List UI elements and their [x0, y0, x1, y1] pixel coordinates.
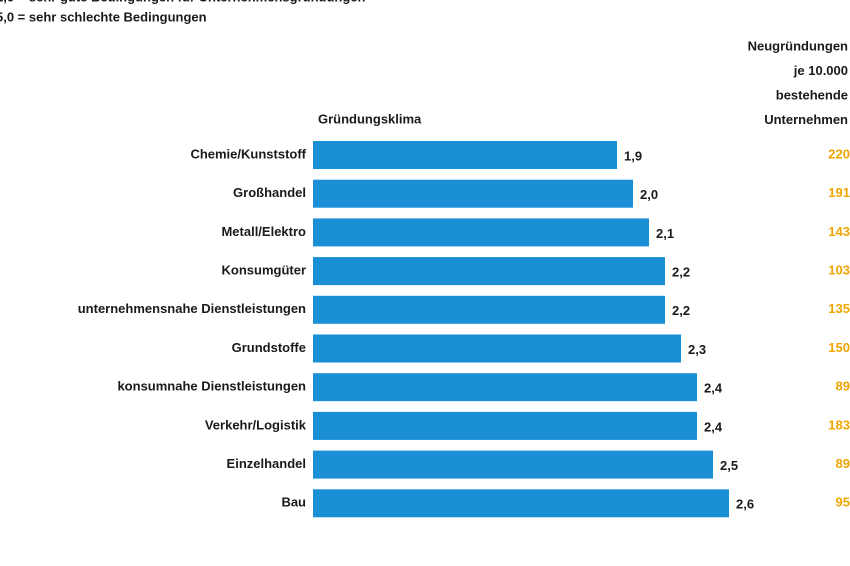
bar: [313, 411, 697, 440]
category-label: Metall/Elektro: [221, 224, 306, 239]
secondary-value: 89: [836, 456, 850, 471]
bar: [313, 257, 665, 286]
secondary-value: 183: [828, 417, 850, 432]
value-label: 2,2: [672, 265, 690, 280]
subtitle: 1,0 = sehr gute Bedingungen für Unterneh…: [0, 0, 366, 4]
secondary-value: 191: [828, 185, 850, 200]
secondary-value: 220: [828, 146, 850, 161]
secondary-value: 95: [836, 495, 850, 510]
bar: [313, 295, 665, 324]
column-header: Unternehmen: [764, 112, 848, 127]
value-label: 2,4: [704, 381, 723, 396]
column-header: Neugründungen: [748, 38, 848, 53]
secondary-value: 150: [828, 340, 850, 355]
bar: [313, 334, 681, 363]
bar: [313, 489, 729, 518]
value-label: 2,5: [720, 458, 738, 473]
category-label: konsumnahe Dienstleistungen: [117, 379, 306, 394]
subtitle: 5,0 = sehr schlechte Bedingungen: [0, 9, 207, 24]
value-label: 2,2: [672, 303, 690, 318]
bar: [313, 179, 633, 208]
column-header: je 10.000: [793, 63, 848, 78]
category-label: Großhandel: [233, 185, 306, 200]
secondary-value: 103: [828, 263, 850, 278]
value-label: 2,0: [640, 187, 658, 202]
category-label: unternehmensnahe Dienstleistungen: [78, 301, 306, 316]
category-label: Bau: [281, 495, 306, 510]
category-label: Konsumgüter: [222, 263, 307, 278]
value-label: 2,3: [688, 342, 706, 357]
value-label: 2,4: [704, 419, 723, 434]
bar: [313, 218, 649, 247]
category-label: Verkehr/Logistik: [205, 417, 307, 432]
category-label: Grundstoffe: [232, 340, 306, 355]
value-label: 2,6: [736, 497, 754, 512]
secondary-value: 135: [828, 301, 850, 316]
category-label: Einzelhandel: [227, 456, 306, 471]
bar: [313, 373, 697, 402]
axis-label: Gründungsklima: [318, 111, 422, 126]
bar: [313, 450, 713, 479]
secondary-value: 89: [836, 379, 850, 394]
value-label: 2,1: [656, 226, 674, 241]
bar: [313, 141, 617, 169]
value-label: 1,9: [624, 148, 642, 163]
category-label: Chemie/Kunststoff: [190, 146, 306, 161]
column-header: bestehende: [776, 87, 848, 102]
secondary-value: 143: [828, 224, 850, 239]
